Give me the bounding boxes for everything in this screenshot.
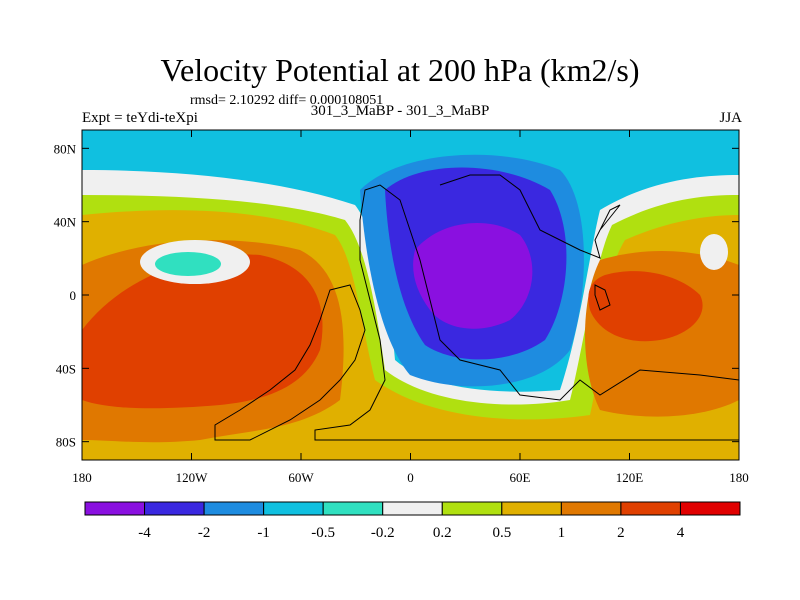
y-tick-label: 40N xyxy=(54,215,77,230)
x-axis: 180 120W 60W 0 60E 120E 180 xyxy=(72,130,749,485)
y-tick-label: 80N xyxy=(54,141,77,156)
x-tick-label: 0 xyxy=(407,470,414,485)
y-axis: 80N 40N 0 40S 80S xyxy=(54,141,739,450)
map-field xyxy=(82,130,739,460)
comparison-label: 301_3_MaBP - 301_3_MaBP xyxy=(310,103,490,119)
x-tick-label: 180 xyxy=(72,470,92,485)
colorbar-label: -4 xyxy=(138,525,151,541)
colorbar-swatch xyxy=(203,501,265,516)
x-tick-label: 120E xyxy=(616,470,644,485)
neg-purple xyxy=(413,223,533,329)
continent-outline-americas xyxy=(214,284,366,441)
colorbar-label: 4 xyxy=(677,525,685,541)
colorbar-swatch xyxy=(441,501,503,516)
y-tick-label: 0 xyxy=(70,288,77,303)
colorbar-swatch xyxy=(501,501,562,516)
colorbar-label: -1 xyxy=(257,525,270,541)
colorbar-label: -0.2 xyxy=(371,525,395,541)
island-outline xyxy=(594,284,611,311)
colorbar-swatch xyxy=(679,501,741,516)
y-tick-label: 80S xyxy=(56,435,76,450)
chart-title: Velocity Potential at 200 hPa (km2/s) xyxy=(160,52,640,88)
colorbar-label: 2 xyxy=(617,525,625,541)
continent-outline-main xyxy=(314,184,739,441)
colorbar-swatch xyxy=(84,501,146,516)
x-tick-label: 60E xyxy=(510,470,531,485)
colorbar-swatch xyxy=(560,501,622,516)
x-tick-label: 60W xyxy=(288,470,314,485)
y-tick-label: 40S xyxy=(56,361,76,376)
season-label: JJA xyxy=(719,110,742,126)
experiment-label: Expt = teYdi-teXpi xyxy=(82,110,198,126)
pocket-east-white xyxy=(700,234,728,270)
west-red xyxy=(82,254,323,409)
stats-line: rmsd= 2.10292 diff= 0.000108051 xyxy=(190,93,384,108)
colorbar-swatch xyxy=(382,501,443,516)
pocket-teal xyxy=(155,252,221,276)
colorbar: -4 -2 -1 -0.5 -0.2 0.2 0.5 1 2 4 xyxy=(84,501,741,541)
colorbar-label: 0.5 xyxy=(492,525,511,541)
colorbar-label: 0.2 xyxy=(433,525,452,541)
x-tick-label: 120W xyxy=(176,470,209,485)
colorbar-swatch xyxy=(263,501,324,516)
colorbar-swatch xyxy=(322,501,384,516)
colorbar-swatch xyxy=(144,501,205,516)
colorbar-label: -2 xyxy=(198,525,211,541)
colorbar-label: 1 xyxy=(558,525,566,541)
continent-outline-north xyxy=(439,174,621,259)
colorbar-swatch xyxy=(620,501,681,516)
east-red xyxy=(588,271,703,342)
colorbar-label: -0.5 xyxy=(311,525,335,541)
x-tick-label: 180 xyxy=(729,470,749,485)
